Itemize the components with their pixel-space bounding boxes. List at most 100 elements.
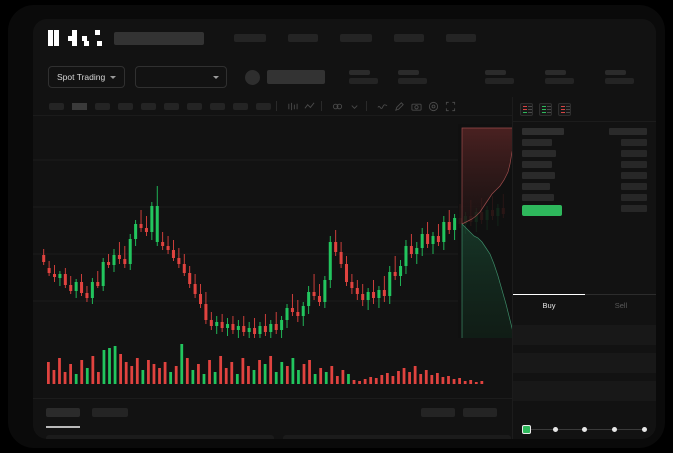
candle-chart-icon[interactable]: [286, 100, 299, 113]
slider-stop[interactable]: [553, 427, 558, 432]
volume-bar-series: [47, 344, 484, 384]
orderbook-header-row: [513, 128, 656, 135]
camera-icon[interactable]: [410, 100, 423, 113]
amount-slider[interactable]: [522, 425, 648, 434]
nav-item-5[interactable]: [446, 34, 476, 42]
nav-item-4[interactable]: [394, 34, 424, 42]
timeframe-button[interactable]: [118, 102, 133, 110]
depth-chart-overlay[interactable]: [458, 124, 512, 356]
ticker-stat: [349, 70, 379, 84]
candlestick-chart-svg: [33, 159, 512, 338]
stat-value: [605, 78, 635, 84]
total-field[interactable]: [513, 381, 656, 401]
market-type-dropdown[interactable]: Spot Trading: [48, 66, 126, 88]
ticker-stat: [605, 70, 635, 84]
orderbook-header-left: [522, 128, 564, 135]
timeframe-button[interactable]: [256, 102, 271, 110]
timeframe-button[interactable]: [210, 102, 225, 110]
ticker-stats-right: [485, 70, 635, 84]
main-nav: [234, 34, 476, 42]
bottom-action-1[interactable]: [421, 408, 455, 417]
toolbar-divider: [276, 101, 277, 111]
orders-panel-right[interactable]: [283, 435, 511, 439]
ticker-stat: [485, 70, 515, 84]
timeframe-group: [49, 102, 271, 110]
orderbook-view-modes: [513, 97, 656, 121]
orders-panel-tabs: [33, 398, 512, 439]
orderbook-mode-asks-icon[interactable]: [558, 103, 571, 116]
orderbook-row[interactable]: [513, 183, 656, 190]
volume-chart-svg: [47, 344, 484, 384]
top-header: [33, 19, 656, 57]
amount-field[interactable]: [513, 353, 656, 373]
coin-summary: [245, 69, 326, 85]
timeframe-button[interactable]: [164, 102, 179, 110]
orderbook-row[interactable]: [513, 139, 656, 146]
wave-icon[interactable]: [376, 100, 389, 113]
orderbook-mode-bids-icon[interactable]: [539, 103, 552, 116]
slider-stop[interactable]: [612, 427, 617, 432]
nav-item-3[interactable]: [340, 34, 372, 42]
price-field[interactable]: [513, 325, 656, 345]
stat-label: [398, 70, 420, 75]
tab-buy[interactable]: Buy: [513, 294, 585, 316]
timeframe-button[interactable]: [49, 102, 64, 110]
orderbook-row[interactable]: [513, 150, 656, 157]
line-chart-icon[interactable]: [303, 100, 316, 113]
price-chart[interactable]: [33, 116, 512, 338]
active-tab-underline: [46, 426, 80, 428]
bottom-tab-1[interactable]: [46, 408, 80, 417]
market-type-label: Spot Trading: [57, 72, 106, 82]
depth-chart-svg: [458, 124, 512, 356]
trading-pair-select[interactable]: [135, 66, 228, 88]
app-screen: Spot Trading: [33, 19, 656, 439]
pencil-icon[interactable]: [393, 100, 406, 113]
orderbook-price: [522, 150, 556, 157]
bottom-action-2[interactable]: [463, 408, 497, 417]
okx-logo-icon[interactable]: [48, 30, 102, 46]
orderbook-price: [522, 194, 554, 201]
orderbook-mode-both-icon[interactable]: [520, 103, 533, 116]
timeframe-button[interactable]: [187, 102, 202, 110]
ticker-stat: [398, 70, 428, 84]
orderbook-price: [522, 161, 552, 168]
slider-stop[interactable]: [642, 427, 647, 432]
orderbook-size: [621, 150, 647, 157]
nav-item-1[interactable]: [234, 34, 266, 42]
orderbook-size: [621, 161, 647, 168]
orderbook-header-right: [609, 128, 647, 135]
orders-panel-left[interactable]: [46, 435, 274, 439]
candlestick-series: [42, 186, 505, 338]
timeframe-button[interactable]: [95, 102, 110, 110]
ticker-stat: [545, 70, 575, 84]
indicators-icon[interactable]: [331, 100, 344, 113]
timeframe-button[interactable]: [233, 102, 248, 110]
orderbook-size: [621, 183, 647, 190]
settings-icon[interactable]: [427, 100, 440, 113]
toolbar-divider: [366, 101, 367, 111]
tablet-device-frame: Spot Trading: [8, 5, 665, 448]
chevron-down-icon[interactable]: [348, 100, 361, 113]
orderbook-row[interactable]: [513, 161, 656, 168]
header-search-input[interactable]: [114, 31, 204, 45]
stat-value: [398, 78, 428, 84]
timeframe-button-active[interactable]: [72, 102, 87, 110]
orderbook-best-bid-row[interactable]: [513, 205, 656, 216]
timeframe-button[interactable]: [141, 102, 156, 110]
slider-stop[interactable]: [582, 427, 587, 432]
bottom-tab-2[interactable]: [92, 408, 128, 417]
chevron-down-icon: [213, 75, 220, 79]
orderbook-row[interactable]: [513, 194, 656, 201]
stat-value: [545, 78, 575, 84]
orderbook-size: [621, 194, 647, 201]
orderbook-row[interactable]: [513, 172, 656, 179]
stat-label: [485, 70, 507, 75]
chevron-down-icon: [110, 75, 117, 79]
nav-item-2[interactable]: [288, 34, 318, 42]
orderbook-price: [522, 172, 555, 179]
orderbook-size: [621, 139, 647, 146]
slider-handle[interactable]: [522, 425, 531, 434]
ticker-bar: Spot Trading: [33, 57, 656, 97]
tab-sell[interactable]: Sell: [614, 301, 628, 310]
fullscreen-icon[interactable]: [444, 100, 457, 113]
